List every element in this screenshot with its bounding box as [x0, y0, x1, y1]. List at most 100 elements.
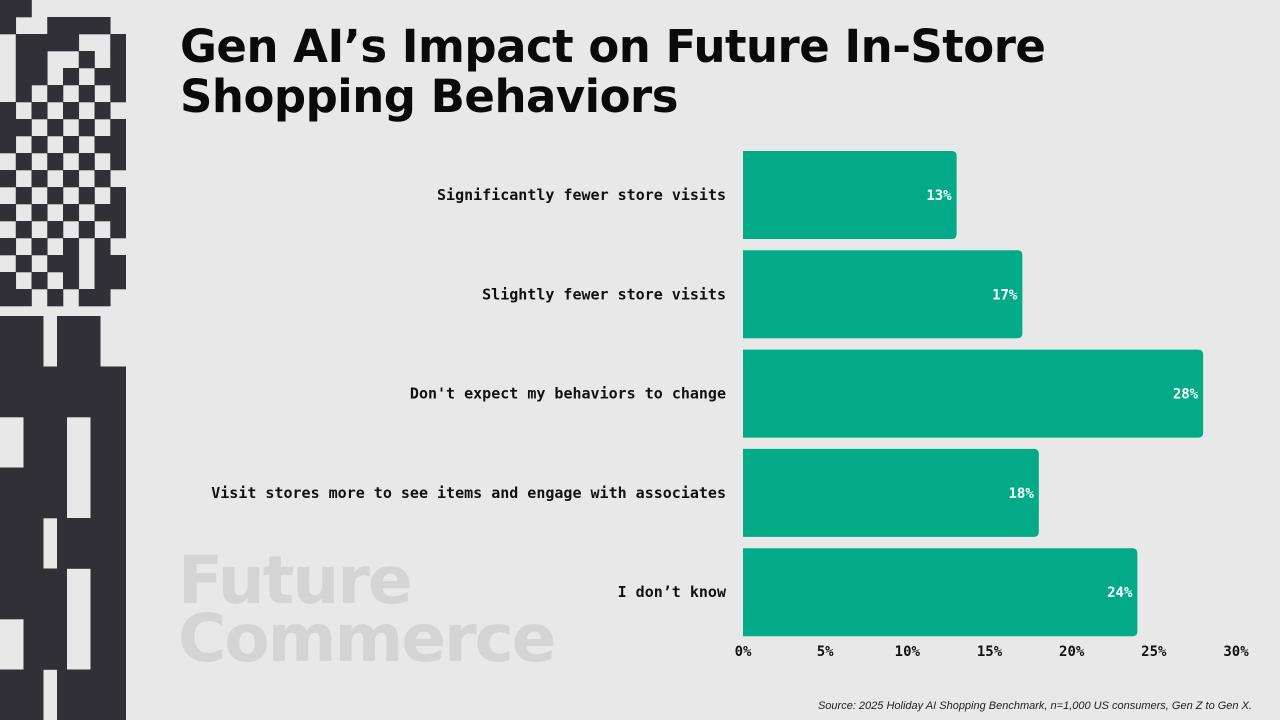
pattern-tile	[94, 255, 111, 273]
pattern-tile	[0, 17, 17, 35]
pattern-tile	[31, 34, 48, 52]
pattern-tile	[15, 85, 32, 103]
pattern-tile	[110, 85, 126, 103]
pattern-block	[90, 366, 126, 418]
value-label-2: 17%	[992, 287, 1018, 303]
pattern-tile	[110, 153, 126, 171]
pattern-tile	[110, 136, 126, 154]
pattern-tile	[110, 221, 126, 239]
pattern-block	[23, 568, 67, 620]
category-label-1: Significantly fewer store visits	[437, 186, 726, 204]
pattern-tile	[94, 136, 111, 154]
pattern-tile	[15, 255, 32, 273]
pattern-tile	[15, 34, 32, 52]
pattern-tile	[63, 136, 80, 154]
pattern-tile	[110, 68, 126, 86]
pattern-tile	[0, 102, 17, 120]
pattern-tile	[47, 153, 64, 171]
pattern-tile	[47, 119, 64, 137]
pattern-tile	[78, 85, 95, 103]
pattern-tile	[94, 289, 111, 307]
pattern-tile	[94, 68, 111, 86]
pattern-tile	[63, 255, 80, 273]
pattern-block	[90, 467, 126, 519]
watermark-line-1: Future	[178, 542, 413, 619]
pattern-tile	[47, 34, 64, 52]
bar-2	[743, 250, 1023, 339]
pattern-tile	[78, 153, 95, 171]
pattern-block	[0, 669, 44, 720]
pattern-tile	[94, 170, 111, 188]
bar-4	[743, 448, 1039, 537]
checker-pattern-decoration	[0, 0, 126, 720]
category-label-4: Visit stores more to see items and engag…	[211, 484, 726, 502]
pattern-tile	[15, 187, 32, 205]
pattern-block	[90, 619, 126, 670]
x-tick-label-20: 20%	[1059, 644, 1085, 660]
pattern-tile	[78, 187, 95, 205]
pattern-tile	[78, 17, 95, 35]
pattern-block	[90, 518, 126, 569]
bar-1	[743, 151, 957, 239]
pattern-tile	[94, 272, 111, 290]
pattern-tile	[47, 85, 64, 103]
pattern-block	[57, 316, 101, 367]
value-label-5: 24%	[1107, 585, 1133, 601]
x-tick-label-15: 15%	[977, 644, 1003, 660]
page-title: Gen AI’s Impact on Future In-Store Shopp…	[180, 22, 1046, 123]
pattern-tile	[63, 238, 80, 256]
pattern-tile	[78, 51, 95, 69]
pattern-tile	[15, 0, 32, 18]
pattern-tile	[110, 272, 126, 290]
pattern-tile	[47, 187, 64, 205]
pattern-tile	[63, 102, 80, 120]
title-line-2: Shopping Behaviors	[180, 70, 679, 123]
pattern-tile	[47, 255, 64, 273]
x-tick-label-30: 30%	[1223, 644, 1249, 660]
pattern-tile	[110, 34, 126, 52]
pattern-tile	[15, 289, 32, 307]
value-label-3: 28%	[1173, 387, 1199, 403]
pattern-tile	[31, 102, 48, 120]
pattern-tile	[78, 289, 95, 307]
pattern-tile	[31, 170, 48, 188]
pattern-tile	[63, 34, 80, 52]
category-label-3: Don't expect my behaviors to change	[410, 385, 726, 403]
x-tick-label-5: 5%	[817, 644, 834, 660]
x-tick-label-25: 25%	[1141, 644, 1167, 660]
pattern-tile	[0, 272, 17, 290]
pattern-tile	[31, 272, 48, 290]
pattern-tile	[0, 170, 17, 188]
category-label-2: Slightly fewer store visits	[482, 285, 726, 303]
pattern-tile	[15, 51, 32, 69]
pattern-tile	[47, 289, 64, 307]
pattern-tile	[0, 289, 17, 307]
pattern-block	[0, 316, 44, 367]
pattern-tile	[110, 187, 126, 205]
pattern-tile	[94, 238, 111, 256]
x-tick-label-0: 0%	[735, 644, 752, 660]
pattern-tile	[0, 204, 17, 222]
value-label-4: 18%	[1009, 486, 1035, 502]
pattern-tile	[15, 221, 32, 239]
pattern-block	[90, 417, 126, 468]
pattern-block	[0, 518, 44, 569]
pattern-tile	[63, 204, 80, 222]
pattern-block	[90, 669, 126, 720]
pattern-tile	[47, 17, 64, 35]
pattern-tile	[15, 68, 32, 86]
pattern-tile	[15, 119, 32, 137]
pattern-tile	[0, 238, 17, 256]
future-commerce-logo-watermark: Future Commerce	[178, 542, 557, 672]
pattern-tile	[63, 272, 80, 290]
pattern-tile	[94, 204, 111, 222]
pattern-tile	[31, 136, 48, 154]
x-tick-label-10: 10%	[895, 644, 921, 660]
pattern-tile	[63, 17, 80, 35]
pattern-block	[90, 568, 126, 620]
pattern-tile	[47, 221, 64, 239]
source-note: Source: 2025 Holiday AI Shopping Benchma…	[817, 700, 1252, 712]
pattern-block	[23, 467, 67, 519]
pattern-tile	[110, 51, 126, 69]
